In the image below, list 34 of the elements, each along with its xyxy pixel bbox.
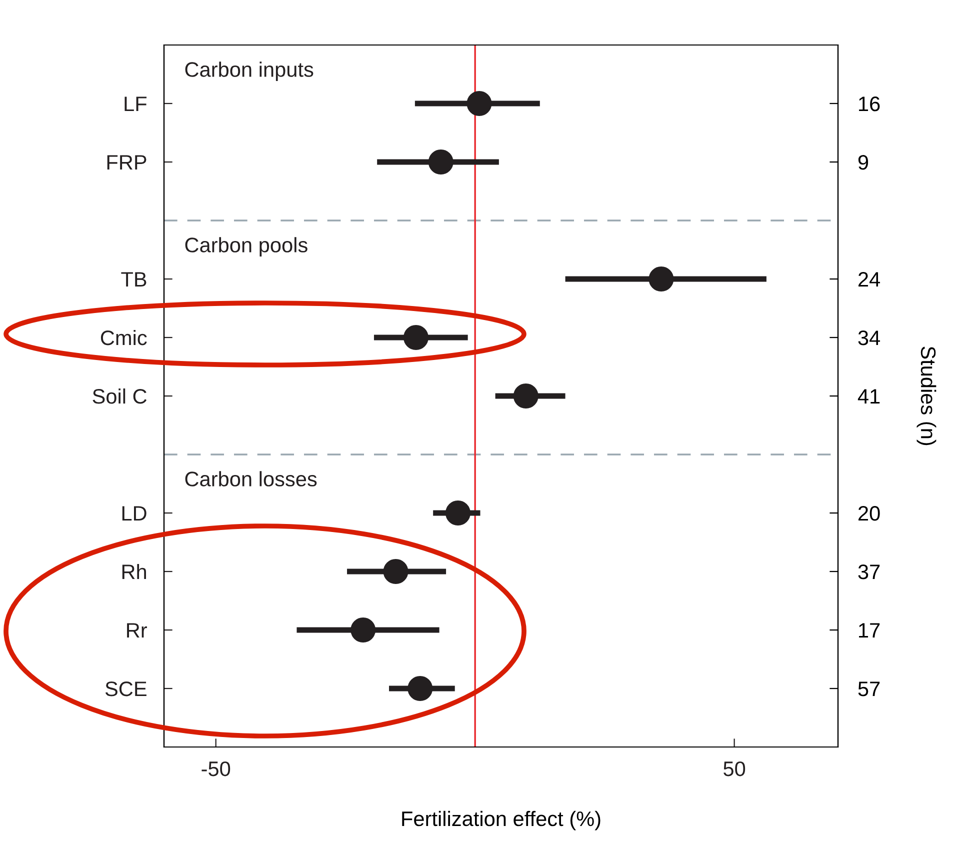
y-tick-label: Rr: [127, 623, 147, 638]
point: [408, 676, 433, 701]
point: [403, 325, 428, 350]
y2-tick-label: 41: [858, 389, 880, 404]
y-tick-label: TB: [121, 272, 146, 287]
x-tick-label: 50: [724, 761, 746, 776]
annotation: Carbon inputs: [185, 62, 314, 82]
y2-axis-title: Studies (n): [916, 346, 936, 446]
y-tick-label: Rh: [122, 564, 146, 580]
point: [648, 266, 674, 292]
point: [513, 384, 538, 408]
y-tick-label: SCE: [105, 682, 146, 696]
x-axis-title: Fertilization effect (%): [402, 810, 600, 830]
y-tick-label: FRP: [107, 155, 146, 170]
y2-tick-label: 24: [858, 272, 880, 287]
y-tick-label: Cmic: [100, 330, 147, 346]
y2-tick-label: 34: [858, 330, 880, 346]
y2-tick-label: 57: [858, 682, 880, 696]
point: [466, 91, 492, 116]
y2-tick-label: 9: [858, 155, 868, 170]
y2-tick-label: 17: [859, 623, 880, 638]
y2-tick-label: 20: [858, 506, 880, 521]
x-tick-label: -50: [202, 761, 230, 776]
point: [428, 150, 454, 174]
point: [350, 618, 376, 642]
annotation: Carbon losses: [185, 471, 317, 486]
y-tick-label: LF: [124, 96, 146, 112]
point: [445, 500, 470, 526]
y2-tick-label: 16: [859, 96, 880, 112]
y2-tick-label: 37: [858, 564, 880, 580]
point: [383, 559, 408, 584]
y-tick-label: LD: [122, 506, 146, 521]
annotation: Carbon pools: [185, 237, 308, 257]
y-tick-label: Soil C: [92, 388, 147, 404]
